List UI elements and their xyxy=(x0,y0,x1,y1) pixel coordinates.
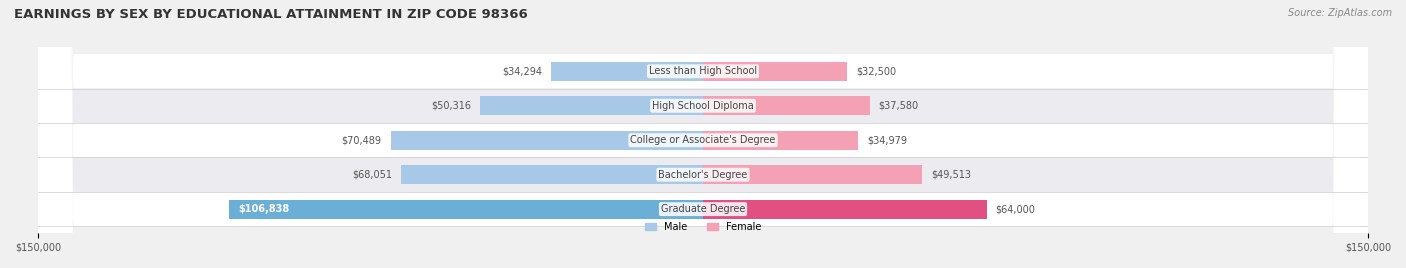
Text: $34,294: $34,294 xyxy=(502,66,543,76)
Text: $34,979: $34,979 xyxy=(868,135,907,145)
Text: Source: ZipAtlas.com: Source: ZipAtlas.com xyxy=(1288,8,1392,18)
Text: $106,838: $106,838 xyxy=(238,204,290,214)
Text: College or Associate's Degree: College or Associate's Degree xyxy=(630,135,776,145)
Text: $68,051: $68,051 xyxy=(353,170,392,180)
Text: Graduate Degree: Graduate Degree xyxy=(661,204,745,214)
Bar xyxy=(229,200,703,219)
Bar xyxy=(551,62,703,81)
Text: $50,316: $50,316 xyxy=(432,101,471,111)
FancyBboxPatch shape xyxy=(38,0,1368,268)
Text: Bachelor's Degree: Bachelor's Degree xyxy=(658,170,748,180)
Text: $32,500: $32,500 xyxy=(856,66,896,76)
Bar xyxy=(479,96,703,115)
Text: $64,000: $64,000 xyxy=(995,204,1035,214)
FancyBboxPatch shape xyxy=(38,0,1368,268)
Bar xyxy=(703,131,858,150)
Text: $70,489: $70,489 xyxy=(342,135,381,145)
FancyBboxPatch shape xyxy=(38,0,1368,268)
Bar xyxy=(703,62,846,81)
Text: EARNINGS BY SEX BY EDUCATIONAL ATTAINMENT IN ZIP CODE 98366: EARNINGS BY SEX BY EDUCATIONAL ATTAINMEN… xyxy=(14,8,527,21)
Bar xyxy=(391,131,703,150)
Bar xyxy=(703,96,869,115)
FancyBboxPatch shape xyxy=(38,0,1368,268)
Bar xyxy=(401,165,703,184)
FancyBboxPatch shape xyxy=(38,0,1368,268)
Bar xyxy=(703,200,987,219)
Text: $49,513: $49,513 xyxy=(931,170,972,180)
Legend: Male, Female: Male, Female xyxy=(644,222,762,232)
Text: $37,580: $37,580 xyxy=(879,101,918,111)
Bar xyxy=(703,165,922,184)
Text: High School Diploma: High School Diploma xyxy=(652,101,754,111)
Text: Less than High School: Less than High School xyxy=(650,66,756,76)
